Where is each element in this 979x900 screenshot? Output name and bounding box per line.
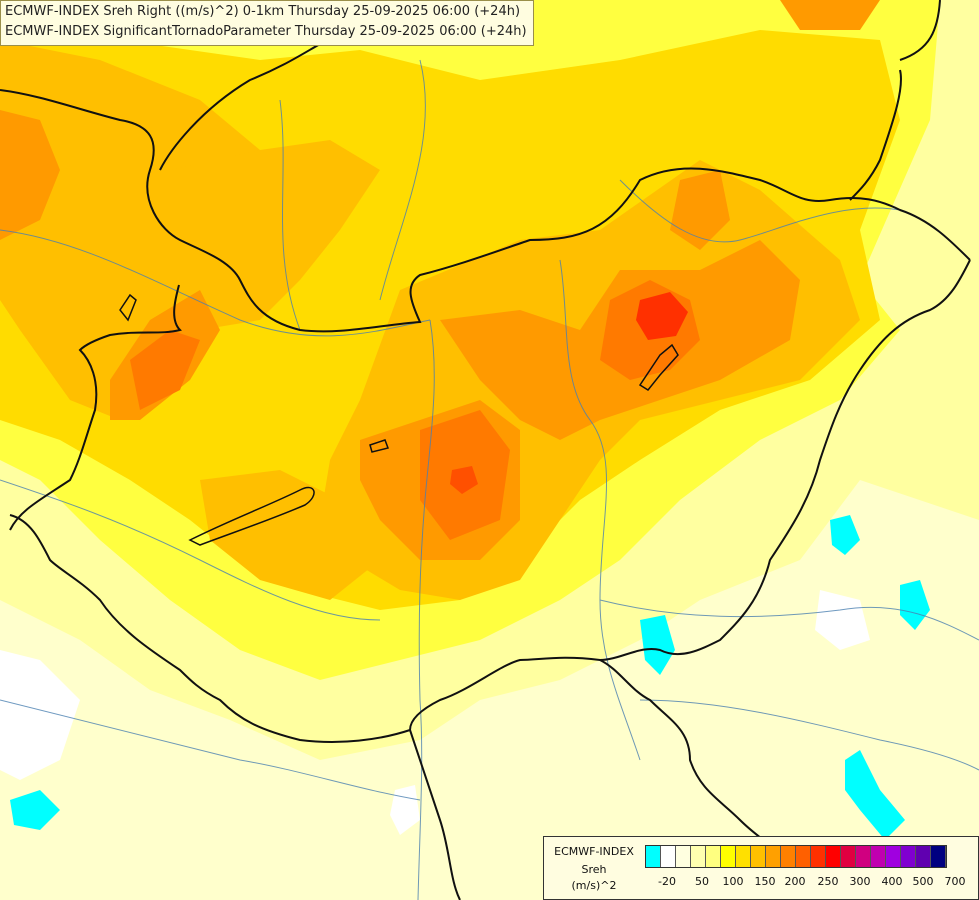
- legend-tick-label: 400: [881, 875, 903, 888]
- legend-swatch: [676, 846, 691, 867]
- legend-tick-label: -20: [658, 875, 676, 888]
- legend-tick-label: 500: [912, 875, 934, 888]
- legend-title: ECMWF-INDEX: [554, 845, 634, 858]
- legend-swatch: [721, 846, 736, 867]
- legend-swatch: [736, 846, 751, 867]
- legend-swatch: [871, 846, 886, 867]
- map-title-sreh: ECMWF-INDEX Sreh Right ((m/s)^2) 0-1km T…: [5, 4, 521, 19]
- legend-swatch: [796, 846, 811, 867]
- legend-swatches: [645, 845, 947, 868]
- legend-swatch: [841, 846, 856, 867]
- map-title-box: ECMWF-INDEX Sreh Right ((m/s)^2) 0-1km T…: [0, 0, 534, 46]
- legend-tick-label: 700: [944, 875, 966, 888]
- legend-swatch: [661, 846, 676, 867]
- legend-tick-label: 250: [817, 875, 839, 888]
- legend-swatch: [856, 846, 871, 867]
- legend-subtitle: Sreh: [581, 863, 607, 876]
- legend-swatch: [751, 846, 766, 867]
- legend-swatch: [916, 846, 931, 867]
- legend-swatch: [901, 846, 916, 867]
- legend-tick-label: 100: [722, 875, 744, 888]
- legend-swatch: [781, 846, 796, 867]
- legend-swatch: [826, 846, 841, 867]
- legend-tick-label: 200: [784, 875, 806, 888]
- legend-tick-label: 150: [754, 875, 776, 888]
- legend-swatch: [886, 846, 901, 867]
- legend-tick-label: 50: [695, 875, 709, 888]
- map-title-stp: ECMWF-INDEX SignificantTornadoParameter …: [5, 24, 527, 39]
- legend-swatch: [811, 846, 826, 867]
- legend-unit: (m/s)^2: [571, 879, 617, 892]
- legend-swatch: [646, 846, 661, 867]
- legend-swatch: [691, 846, 706, 867]
- legend-swatch: [766, 846, 781, 867]
- legend-swatch: [931, 846, 946, 867]
- color-legend: ECMWF-INDEX Sreh (m/s)^2 -20 50 100 150 200 2…: [543, 836, 979, 900]
- legend-swatch: [706, 846, 721, 867]
- legend-ticks: -20 50 100 150 200 250 300 400 500 700: [645, 875, 975, 891]
- legend-tick-label: 300: [849, 875, 871, 888]
